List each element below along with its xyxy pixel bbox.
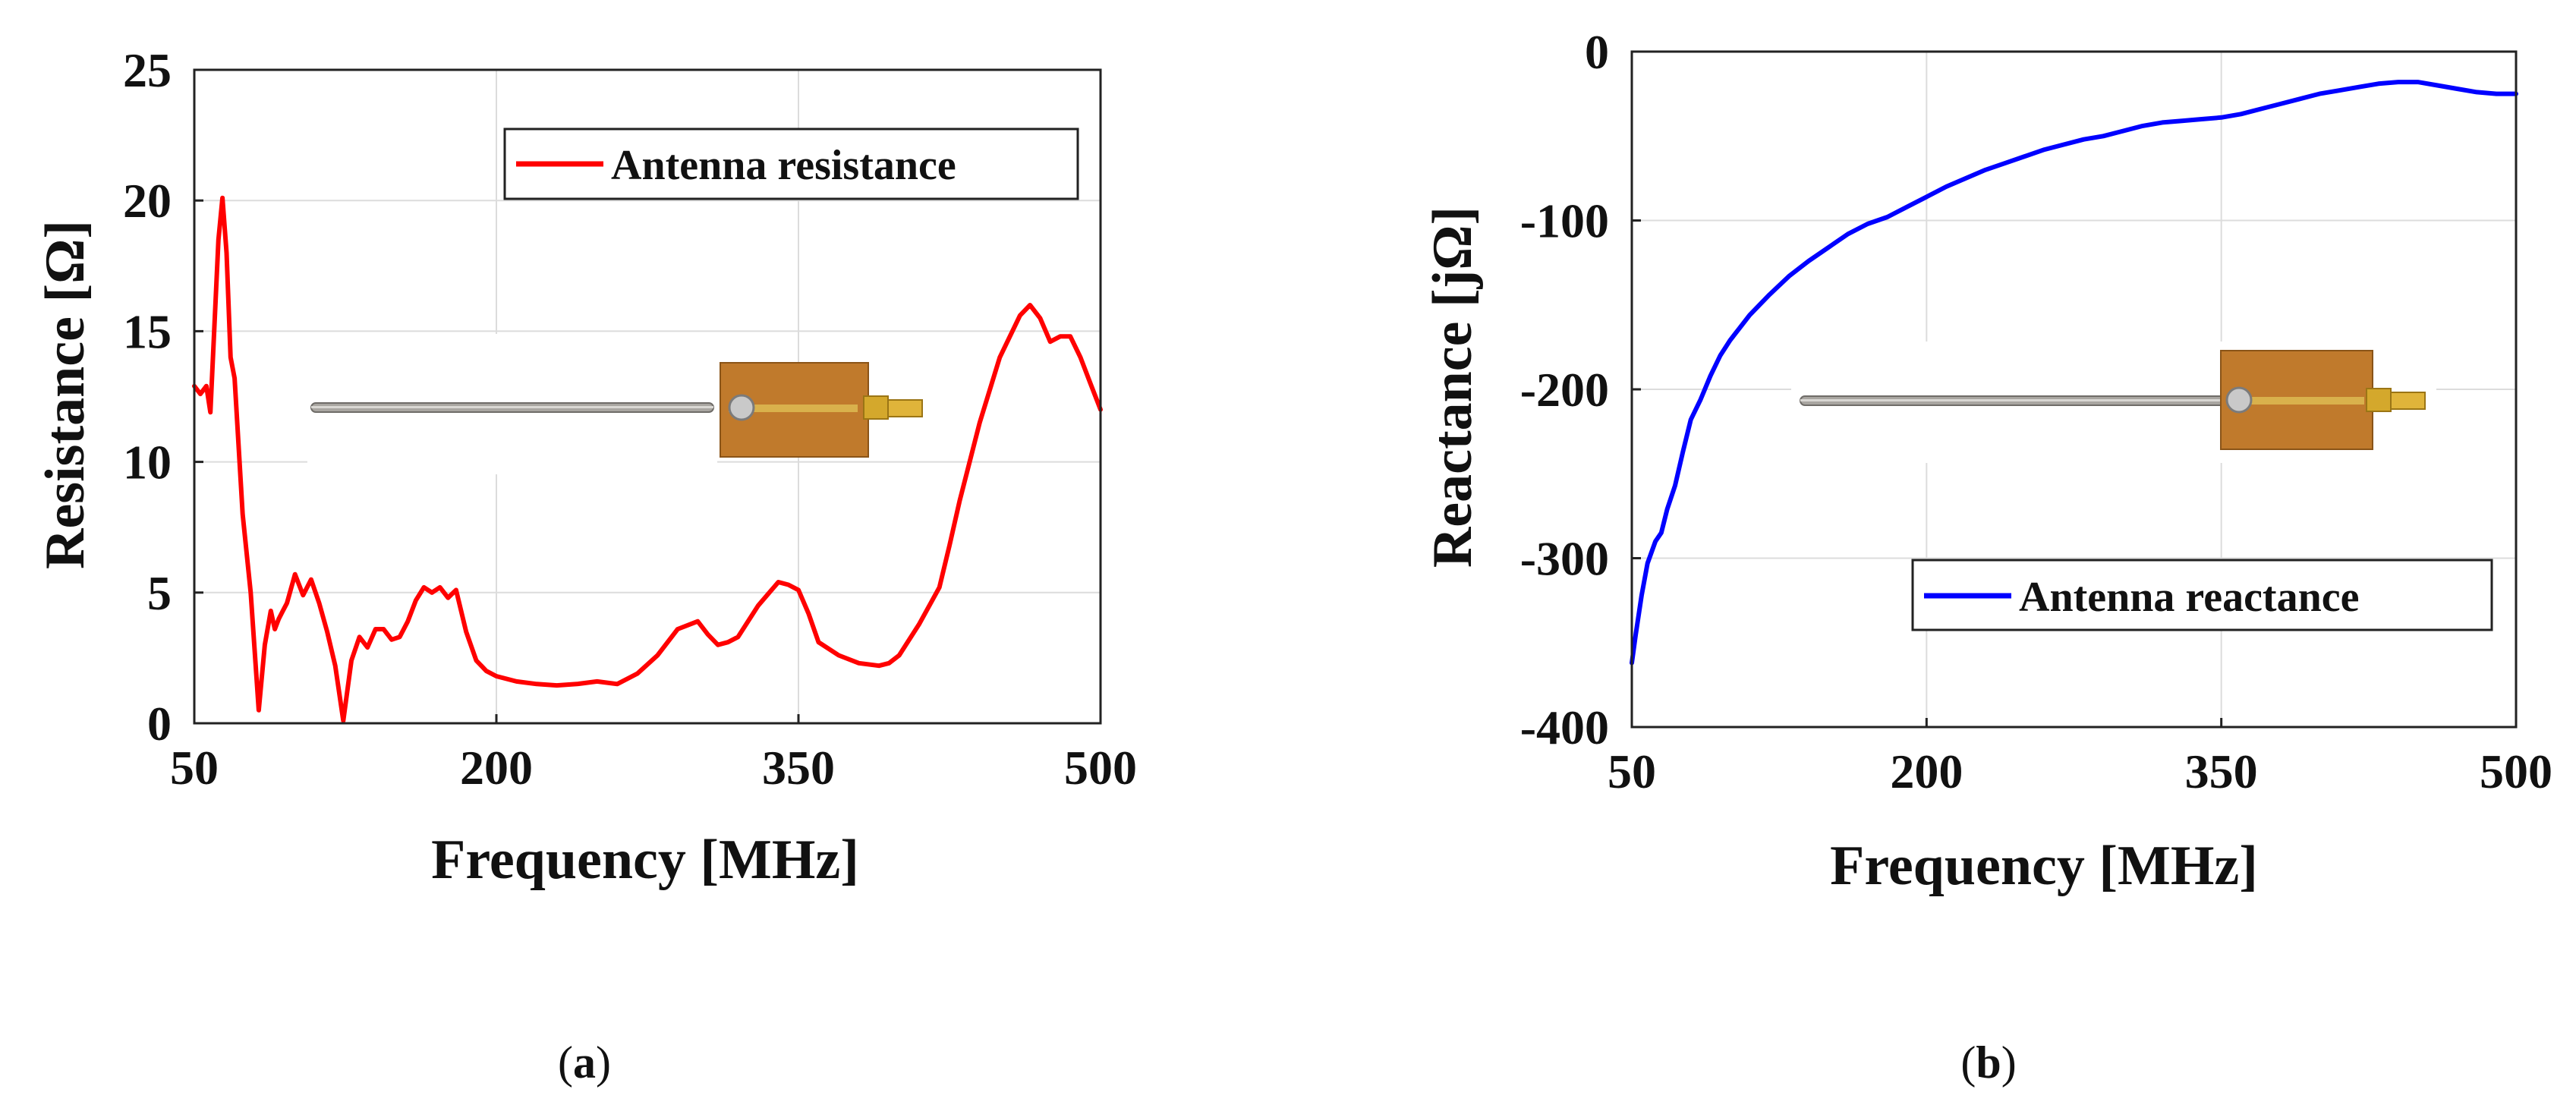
panel-b-ytick-label: -300 <box>1520 532 1609 586</box>
panel-b-xtick-label: 350 <box>2185 745 2258 798</box>
panel-b-caption-letter: b <box>1976 1037 2001 1088</box>
panel-a-ytick-label: 25 <box>123 43 172 97</box>
panel-b-ylabel: Reactance [jΩ] <box>1422 206 1484 568</box>
panel-a-xtick-label: 500 <box>1064 741 1137 795</box>
panel-a-caption-letter: a <box>573 1037 596 1088</box>
panel-a-legend: Antenna resistance <box>503 128 1079 200</box>
panel-a-xlabel: Frequency [MHz] <box>431 829 859 891</box>
panel-a-ytick-label: 10 <box>123 436 172 490</box>
panel-b-ytick-label: -100 <box>1520 194 1609 248</box>
panel-b-xlabel: Frequency [MHz] <box>1830 835 2258 897</box>
panel-b-antenna-photo <box>1791 342 2436 463</box>
panel-a-xtick-label: 350 <box>762 741 835 795</box>
panel-a-series <box>192 195 1103 723</box>
panel-b-ytick-label: -200 <box>1520 363 1609 417</box>
panel-b-series <box>1630 80 2518 666</box>
panel-a-ytick-label: 15 <box>123 304 172 358</box>
panel-b-series-line-0 <box>1630 80 2518 666</box>
panel-a-series-line-0 <box>192 195 1103 723</box>
panel-a-ytick-label: 20 <box>123 174 172 228</box>
panel-b-xtick-label: 50 <box>1608 745 1656 798</box>
panel-b-xtick-label: 500 <box>2480 745 2552 798</box>
panel-b-ytick-label: 0 <box>1585 25 1609 79</box>
panel-a-ytick-label: 5 <box>147 566 172 620</box>
panel-a-tick-labels: 50 200 350 500 0 5 10 15 20 25 <box>123 43 1137 795</box>
panel-b-xtick-label: 200 <box>1890 745 1963 798</box>
panel-a-ytick-label: 0 <box>147 697 172 751</box>
panel-a-antenna-photo <box>307 334 923 474</box>
panel-a-xtick-label: 50 <box>170 741 219 795</box>
panel-a-ylabel: Resistance [Ω] <box>34 220 96 569</box>
panel-b-ytick-label: -400 <box>1520 700 1609 754</box>
panel-b-legend: Antenna reactance <box>1911 559 2493 631</box>
panel-a-axes-frame <box>193 68 1102 725</box>
panel-b-reactance: 50 200 350 500 0 -100 -200 -300 -400 Antenna rea… <box>1422 25 2552 1088</box>
panel-b-legend-label: Antenna reactance <box>2019 574 2359 621</box>
panel-a-xtick-label: 200 <box>460 741 533 795</box>
panel-a-caption: (a) <box>558 1037 611 1088</box>
panel-b-tick-labels: 50 200 350 500 0 -100 -200 -300 -400 <box>1520 25 2552 798</box>
panel-a-legend-label: Antenna resistance <box>611 142 956 189</box>
panel-b-caption: (b) <box>1960 1037 2016 1088</box>
panel-a-resistance: 50 200 350 500 0 5 10 15 20 25 Antenna resistance… <box>34 43 1137 1088</box>
